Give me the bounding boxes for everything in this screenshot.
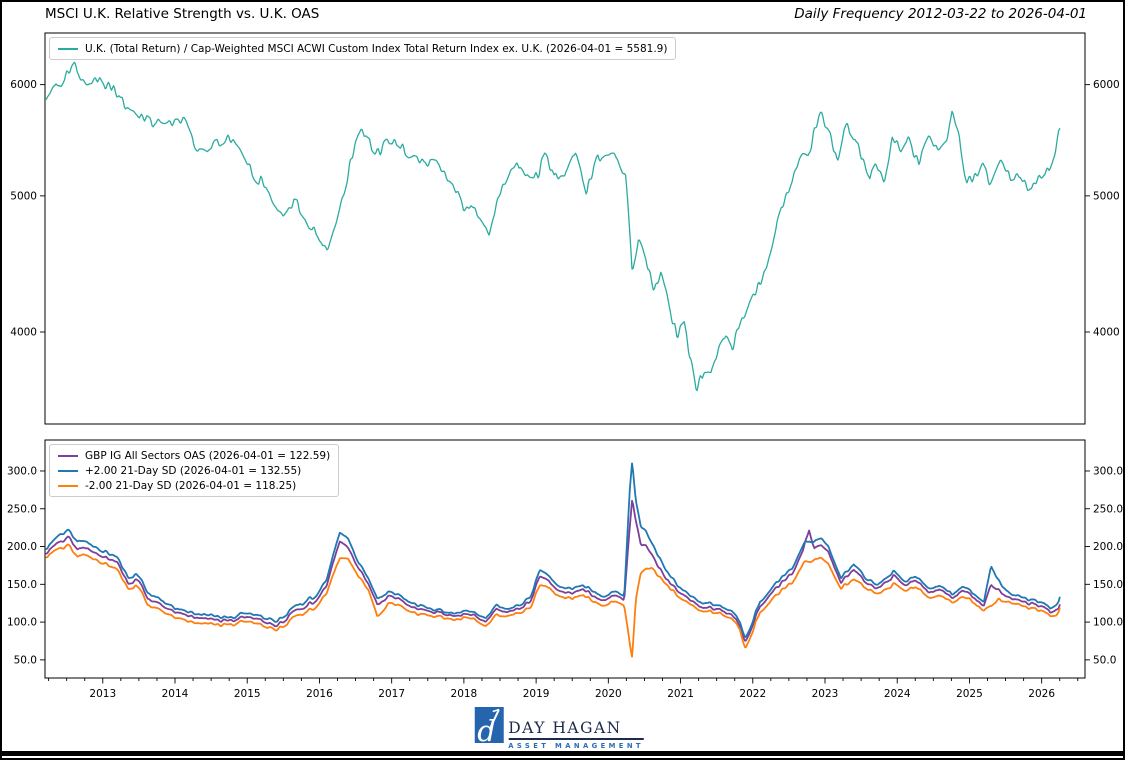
- y-tick-label: 100.0: [1093, 617, 1123, 629]
- minus-2sd-line: [45, 543, 1061, 658]
- y-tick-label: 200.0: [1093, 541, 1123, 553]
- logo-tagline: ASSET MANAGEMENT: [508, 741, 644, 750]
- x-tick-label: 2015: [234, 688, 261, 700]
- legend-swatch-uk-relative-strength: [58, 47, 78, 50]
- y-tick-label: 300.0: [7, 465, 37, 477]
- y-tick-label: 6000: [10, 79, 37, 91]
- legend-swatch-plus-2sd: [58, 469, 78, 472]
- legend-row: -2.00 21-Day SD (2026-04-01 = 118.25): [58, 478, 330, 493]
- page-title: MSCI U.K. Relative Strength vs. U.K. OAS: [45, 6, 320, 22]
- logo-company-name: DAY HAGAN: [508, 719, 622, 737]
- frequency-subtitle: Daily Frequency 2012-03-22 to 2026-04-01: [794, 6, 1087, 22]
- y-tick-label: 50.0: [14, 654, 37, 666]
- y-tick-label: 4000: [1093, 326, 1120, 338]
- y-tick-label: 100.0: [7, 617, 37, 629]
- legend-label-gbp-ig-oas: GBP IG All Sectors OAS (2026-04-01 = 122…: [85, 449, 331, 462]
- y-tick-label: 4000: [10, 326, 37, 338]
- legend-row: GBP IG All Sectors OAS (2026-04-01 = 122…: [58, 448, 330, 463]
- y-tick-label: 6000: [1093, 79, 1120, 91]
- x-tick-label: 2022: [739, 688, 766, 700]
- y-tick-label: 200.0: [7, 541, 37, 553]
- day-hagan-logo: d DAY HAGAN ASSET MANAGEMENT: [474, 707, 644, 750]
- legend-label-plus-2sd: +2.00 21-Day SD (2026-04-01 = 132.55): [85, 464, 302, 477]
- top-legend: U.K. (Total Return) / Cap-Weighted MSCI …: [49, 37, 677, 60]
- legend-row: +2.00 21-Day SD (2026-04-01 = 132.55): [58, 463, 330, 478]
- x-tick-label: 2025: [956, 688, 983, 700]
- top-panel-frame: [44, 32, 1086, 425]
- bottom-panel: 50.0 50.0 100.0 100.0 150.0 150.0 200.0 200.0 25…: [7, 439, 1123, 700]
- legend-row: U.K. (Total Return) / Cap-Weighted MSCI …: [58, 41, 667, 56]
- x-tick-label: 2021: [667, 688, 694, 700]
- y-tick-label: 250.0: [1093, 503, 1123, 515]
- legend-swatch-minus-2sd: [58, 484, 78, 487]
- x-tick-label: 2016: [306, 688, 333, 700]
- legend-label-minus-2sd: -2.00 21-Day SD (2026-04-01 = 118.25): [85, 479, 297, 492]
- bottom-black-bar: [2, 751, 1123, 756]
- logo-text: DAY HAGAN ASSET MANAGEMENT: [508, 720, 644, 750]
- x-tick-label: 2026: [1028, 688, 1055, 700]
- top-panel: 4000 4000 5000 5000 6000 6000: [10, 32, 1120, 425]
- uk-relative-strength-line: [45, 61, 1061, 392]
- x-tick-label: 2019: [523, 688, 550, 700]
- plus-2sd-line: [45, 462, 1061, 639]
- x-tick-label: 2024: [884, 688, 911, 700]
- gbp-ig-oas-line: [45, 499, 1061, 642]
- y-tick-label: 5000: [10, 190, 37, 202]
- logo-divider: [508, 738, 644, 740]
- x-tick-label: 2017: [378, 688, 405, 700]
- day-hagan-logo-mark-icon: d: [474, 707, 504, 746]
- y-tick-label: 150.0: [7, 579, 37, 591]
- y-tick-label: 5000: [1093, 190, 1120, 202]
- y-tick-label: 300.0: [1093, 465, 1123, 477]
- bottom-legend: GBP IG All Sectors OAS (2026-04-01 = 122…: [49, 444, 340, 497]
- x-tick-label: 2020: [595, 688, 622, 700]
- legend-label-uk-relative-strength: U.K. (Total Return) / Cap-Weighted MSCI …: [85, 42, 668, 55]
- x-tick-label: 2014: [162, 688, 189, 700]
- y-tick-label: 50.0: [1093, 654, 1116, 666]
- x-tick-label: 2013: [89, 688, 116, 700]
- x-tick-label: 2023: [812, 688, 839, 700]
- y-tick-label: 150.0: [1093, 579, 1123, 591]
- y-tick-label: 250.0: [7, 503, 37, 515]
- logo-slash-icon: [488, 708, 500, 730]
- bottom-panel-frame: [44, 439, 1086, 679]
- legend-swatch-gbp-ig-oas: [58, 454, 78, 457]
- x-tick-label: 2018: [451, 688, 478, 700]
